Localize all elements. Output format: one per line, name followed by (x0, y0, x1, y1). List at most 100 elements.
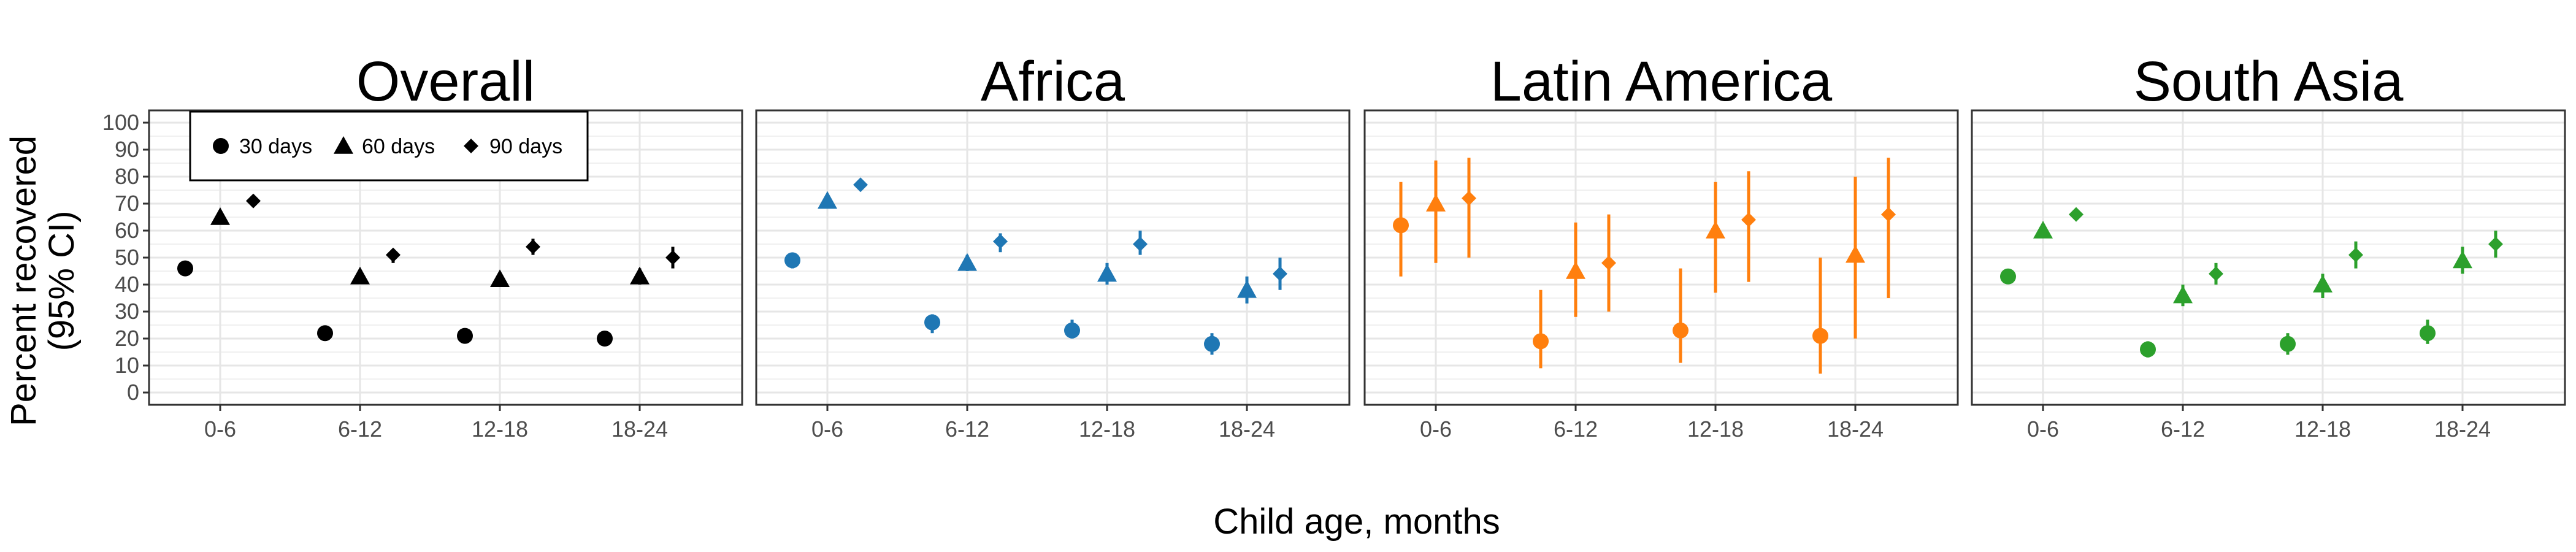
legend-key-circle (213, 138, 229, 154)
data-point (1881, 207, 1896, 222)
data-point (1133, 237, 1148, 251)
data-point (2313, 275, 2333, 293)
y-tick-label: 50 (115, 245, 139, 270)
legend: 30 days 60 days 90 days (189, 110, 589, 182)
series-90-days (1462, 158, 1896, 312)
data-point (2348, 247, 2363, 263)
data-point (853, 177, 868, 193)
series-30-days (1393, 182, 1828, 374)
x-tick-label: 6-12 (1554, 416, 1598, 442)
data-point (2140, 341, 2156, 358)
x-tick-label: 18-24 (2434, 416, 2491, 442)
x-tick-label: 0-6 (204, 416, 236, 442)
facet-panel: Latin America 0-6 6-12 12-18 18-24 (1363, 50, 1959, 442)
y-tick-label: 80 (115, 164, 139, 189)
panel-border (1363, 109, 1959, 406)
data-point (784, 252, 800, 269)
data-point (1846, 245, 1865, 263)
data-point (317, 325, 333, 342)
data-point (924, 314, 940, 331)
x-tick-label: 12-18 (1079, 416, 1135, 442)
data-point (1533, 333, 1549, 350)
x-tick-label: 0-6 (1420, 416, 1452, 442)
x-tick-label: 12-18 (472, 416, 528, 442)
y-tick-label: 10 (115, 353, 139, 378)
data-point (597, 331, 613, 347)
data-point (1741, 212, 1756, 228)
x-tick-label: 6-12 (2161, 416, 2205, 442)
legend-box (189, 110, 589, 182)
data-point (1601, 255, 1616, 270)
y-axis-title-line-2: (95% CI) (42, 211, 82, 351)
y-tick-label: 60 (115, 218, 139, 243)
legend-label: 30 days (239, 135, 312, 158)
data-point (2453, 250, 2472, 269)
x-tick-label: 18-24 (611, 416, 668, 442)
data-point (2420, 325, 2436, 342)
series-90-days (246, 193, 680, 269)
y-tick-label: 30 (115, 299, 139, 324)
data-point (818, 191, 837, 209)
data-point (630, 266, 650, 285)
legend-label: 60 days (362, 135, 435, 158)
data-point (210, 207, 230, 225)
data-point (1426, 194, 1446, 212)
data-point (1566, 261, 1585, 279)
data-point (177, 260, 193, 277)
legend-entry: 60 days (334, 135, 435, 158)
series-60-days (2033, 221, 2472, 307)
series-30-days (177, 260, 613, 347)
legend-entry: 90 days (464, 135, 562, 158)
data-point (1673, 322, 1689, 339)
data-point (2280, 335, 2296, 352)
data-point (2488, 237, 2503, 251)
data-point (2069, 207, 2083, 222)
chart-panels: Overall 0-6 6-12 12-18 18-24 Africa 0-6 6-12 12-… (148, 50, 2566, 442)
data-point (993, 234, 1008, 249)
data-point (457, 328, 473, 344)
x-tick-label: 0-6 (811, 416, 843, 442)
series-90-days (2069, 207, 2503, 285)
data-point (1812, 328, 1828, 344)
data-point (2000, 268, 2016, 285)
series-60-days (1426, 160, 1865, 339)
x-tick-label: 12-18 (2294, 416, 2351, 442)
x-tick-label: 6-12 (945, 416, 989, 442)
legend-key-triangle (334, 136, 353, 154)
facet-panel: South Asia 0-6 6-12 12-18 18-24 (1971, 50, 2566, 442)
legend-entry: 30 days (213, 135, 312, 158)
legend-label: 90 days (489, 135, 562, 158)
series-90-days (853, 177, 1287, 290)
facet-panel: Africa 0-6 6-12 12-18 18-24 (755, 50, 1351, 442)
data-point (490, 269, 510, 287)
series-60-days (210, 207, 650, 287)
y-tick-label: 70 (115, 191, 139, 216)
x-tick-label: 12-18 (1687, 416, 1744, 442)
y-tick-label: 100 (102, 110, 139, 135)
data-point (1706, 221, 1725, 239)
x-tick-label: 0-6 (2027, 416, 2059, 442)
x-tick-label: 18-24 (1827, 416, 1884, 442)
data-point (1064, 322, 1080, 339)
facet-title: South Asia (2134, 50, 2404, 113)
data-point (386, 247, 401, 263)
data-point (665, 250, 680, 265)
panel-border (1971, 109, 2566, 406)
y-axis-title-line-1: Percent recovered (4, 136, 44, 426)
y-tick-label: 90 (115, 137, 139, 162)
data-point (526, 239, 540, 255)
data-point (1237, 280, 1257, 298)
y-tick-label: 0 (127, 380, 139, 405)
panel-border (755, 109, 1351, 406)
data-point (1097, 264, 1117, 282)
data-point (1462, 191, 1476, 206)
facet-title: Latin America (1490, 50, 1833, 113)
x-tick-label: 6-12 (338, 416, 382, 442)
series-30-days (2000, 268, 2436, 358)
data-point (2033, 221, 2053, 239)
y-tick-label: 20 (115, 326, 139, 351)
y-tick-label: 40 (115, 272, 139, 297)
data-point (1273, 266, 1287, 282)
